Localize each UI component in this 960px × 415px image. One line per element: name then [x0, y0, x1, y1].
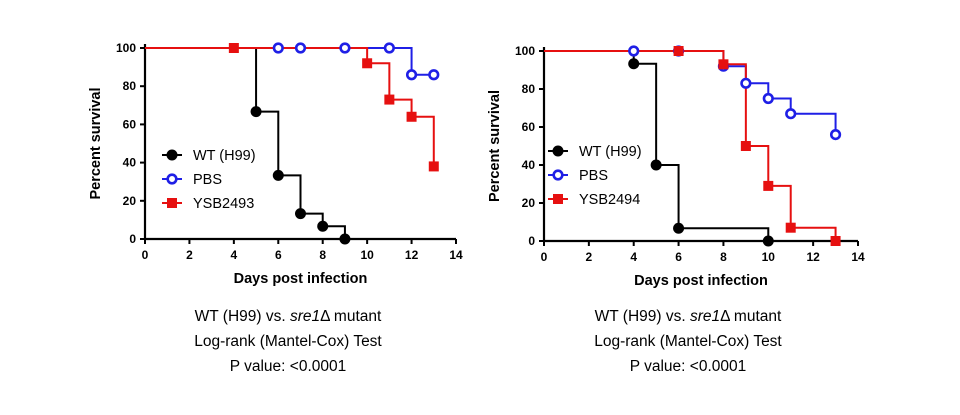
- data-point: [829, 129, 842, 141]
- caption-gene-name: sre1: [689, 308, 721, 325]
- data-point: [406, 111, 417, 122]
- survival-chart-panel-right: 0 2 4 6 8 10 12 14 0 20 40 60 80 100 Days post infecti…: [470, 0, 960, 415]
- data-point: [272, 42, 284, 54]
- x-tick-label: 10: [762, 250, 776, 264]
- data-point: [383, 42, 395, 54]
- x-axis-title: Days post infection: [634, 273, 768, 289]
- legend-label: YSB2494: [579, 192, 640, 208]
- x-tick-label: 4: [630, 250, 637, 264]
- data-point: [362, 58, 373, 69]
- legend-label: WT (H99): [193, 148, 256, 164]
- y-tick-label: 80: [522, 82, 536, 96]
- data-point: [384, 94, 395, 105]
- caption-comparison-suffix: Δ mutant: [720, 308, 782, 325]
- series-line: [544, 50, 770, 241]
- caption-comparison: WT (H99) vs. sre1Δ mutant: [123, 304, 453, 329]
- data-point: [762, 235, 774, 247]
- x-tick-label: 10: [360, 248, 374, 262]
- y-tick-label: 80: [123, 79, 137, 93]
- data-point: [317, 220, 329, 232]
- series-line: [145, 47, 346, 239]
- x-tick-label: 12: [806, 250, 820, 264]
- legend-marker: [167, 198, 177, 208]
- series-line: [145, 47, 435, 167]
- caption-comparison: WT (H99) vs. sre1Δ mutant: [493, 304, 883, 329]
- legend-label: PBS: [193, 172, 222, 188]
- y-tick-label: 100: [515, 44, 535, 58]
- data-point: [740, 141, 751, 151]
- x-tick-label: 8: [720, 250, 727, 264]
- y-tick-label: 0: [129, 232, 136, 246]
- legend-marker: [552, 169, 564, 181]
- x-tick-label: 4: [231, 248, 238, 262]
- data-point: [718, 59, 729, 70]
- chart-caption-left: WT (H99) vs. sre1Δ mutant Log-rank (Mant…: [123, 304, 453, 379]
- data-point: [830, 236, 841, 246]
- x-tick-label: 0: [541, 250, 548, 264]
- x-tick-label: 14: [449, 248, 463, 262]
- data-point: [740, 77, 752, 89]
- data-point: [428, 161, 439, 172]
- survival-chart-left: 0 2 4 6 8 10 12 14 0 20 40 60 80 100 Days post infecti…: [88, 41, 463, 287]
- x-tick-label: 12: [405, 248, 419, 262]
- legend-marker: [552, 145, 564, 157]
- y-tick-label: 60: [123, 117, 137, 131]
- legend-label: PBS: [579, 168, 608, 184]
- x-tick-label: 14: [851, 250, 865, 264]
- caption-gene-name: sre1: [289, 308, 321, 325]
- x-tick-label: 2: [586, 250, 593, 264]
- y-tick-label: 0: [528, 234, 535, 248]
- data-point: [673, 222, 685, 234]
- data-point: [250, 106, 262, 118]
- data-point: [428, 69, 440, 81]
- caption-p-value: P value: <0.0001: [629, 358, 747, 375]
- caption-comparison-suffix: Δ mutant: [320, 308, 382, 325]
- chart-caption-right: WT (H99) vs. sre1Δ mutant Log-rank (Mant…: [493, 304, 883, 379]
- survival-chart-right: 0 2 4 6 8 10 12 14 0 20 40 60 80 100 Days post infecti…: [487, 44, 865, 289]
- legend-marker: [553, 194, 563, 204]
- data-point: [628, 45, 640, 57]
- y-tick-label: 60: [522, 120, 536, 134]
- data-point: [339, 42, 351, 54]
- data-point: [763, 180, 774, 191]
- caption-p-value: P value: <0.0001: [229, 358, 347, 375]
- legend-marker: [166, 149, 178, 161]
- survival-chart-panel-left: 0 2 4 6 8 10 12 14 0 20 40 60 80 100 Days post infecti…: [0, 0, 470, 415]
- legend-label: WT (H99): [579, 144, 642, 160]
- legend-marker: [166, 173, 178, 185]
- data-point: [405, 69, 418, 81]
- x-tick-label: 8: [319, 248, 326, 262]
- y-axis-title: Percent survival: [88, 87, 104, 199]
- data-point: [762, 92, 774, 105]
- x-axis-title: Days post infection: [234, 271, 368, 287]
- legend-label: YSB2493: [193, 196, 254, 212]
- caption-comparison-prefix: WT (H99) vs.: [594, 308, 690, 325]
- caption-test-name: Log-rank (Mantel-Cox) Test: [194, 333, 382, 350]
- data-point: [339, 233, 351, 245]
- data-point: [650, 159, 662, 171]
- caption-test-name: Log-rank (Mantel-Cox) Test: [594, 333, 782, 350]
- data-point: [294, 42, 307, 54]
- x-tick-label: 6: [275, 248, 282, 262]
- data-point: [295, 208, 306, 220]
- data-point: [673, 46, 684, 56]
- x-tick-label: 6: [675, 250, 682, 264]
- y-tick-label: 20: [522, 196, 536, 210]
- data-point: [785, 222, 796, 233]
- caption-comparison-prefix: WT (H99) vs.: [194, 308, 290, 325]
- y-tick-label: 20: [123, 194, 137, 208]
- y-tick-label: 40: [522, 158, 536, 172]
- y-tick-label: 40: [123, 156, 137, 170]
- y-tick-label: 100: [116, 41, 136, 55]
- data-point: [628, 58, 640, 70]
- series-line: [544, 50, 837, 135]
- data-point: [228, 43, 239, 53]
- data-point: [272, 169, 284, 181]
- x-tick-label: 0: [142, 248, 149, 262]
- data-point: [785, 108, 797, 120]
- y-axis-title: Percent survival: [487, 90, 503, 202]
- x-tick-label: 2: [186, 248, 193, 262]
